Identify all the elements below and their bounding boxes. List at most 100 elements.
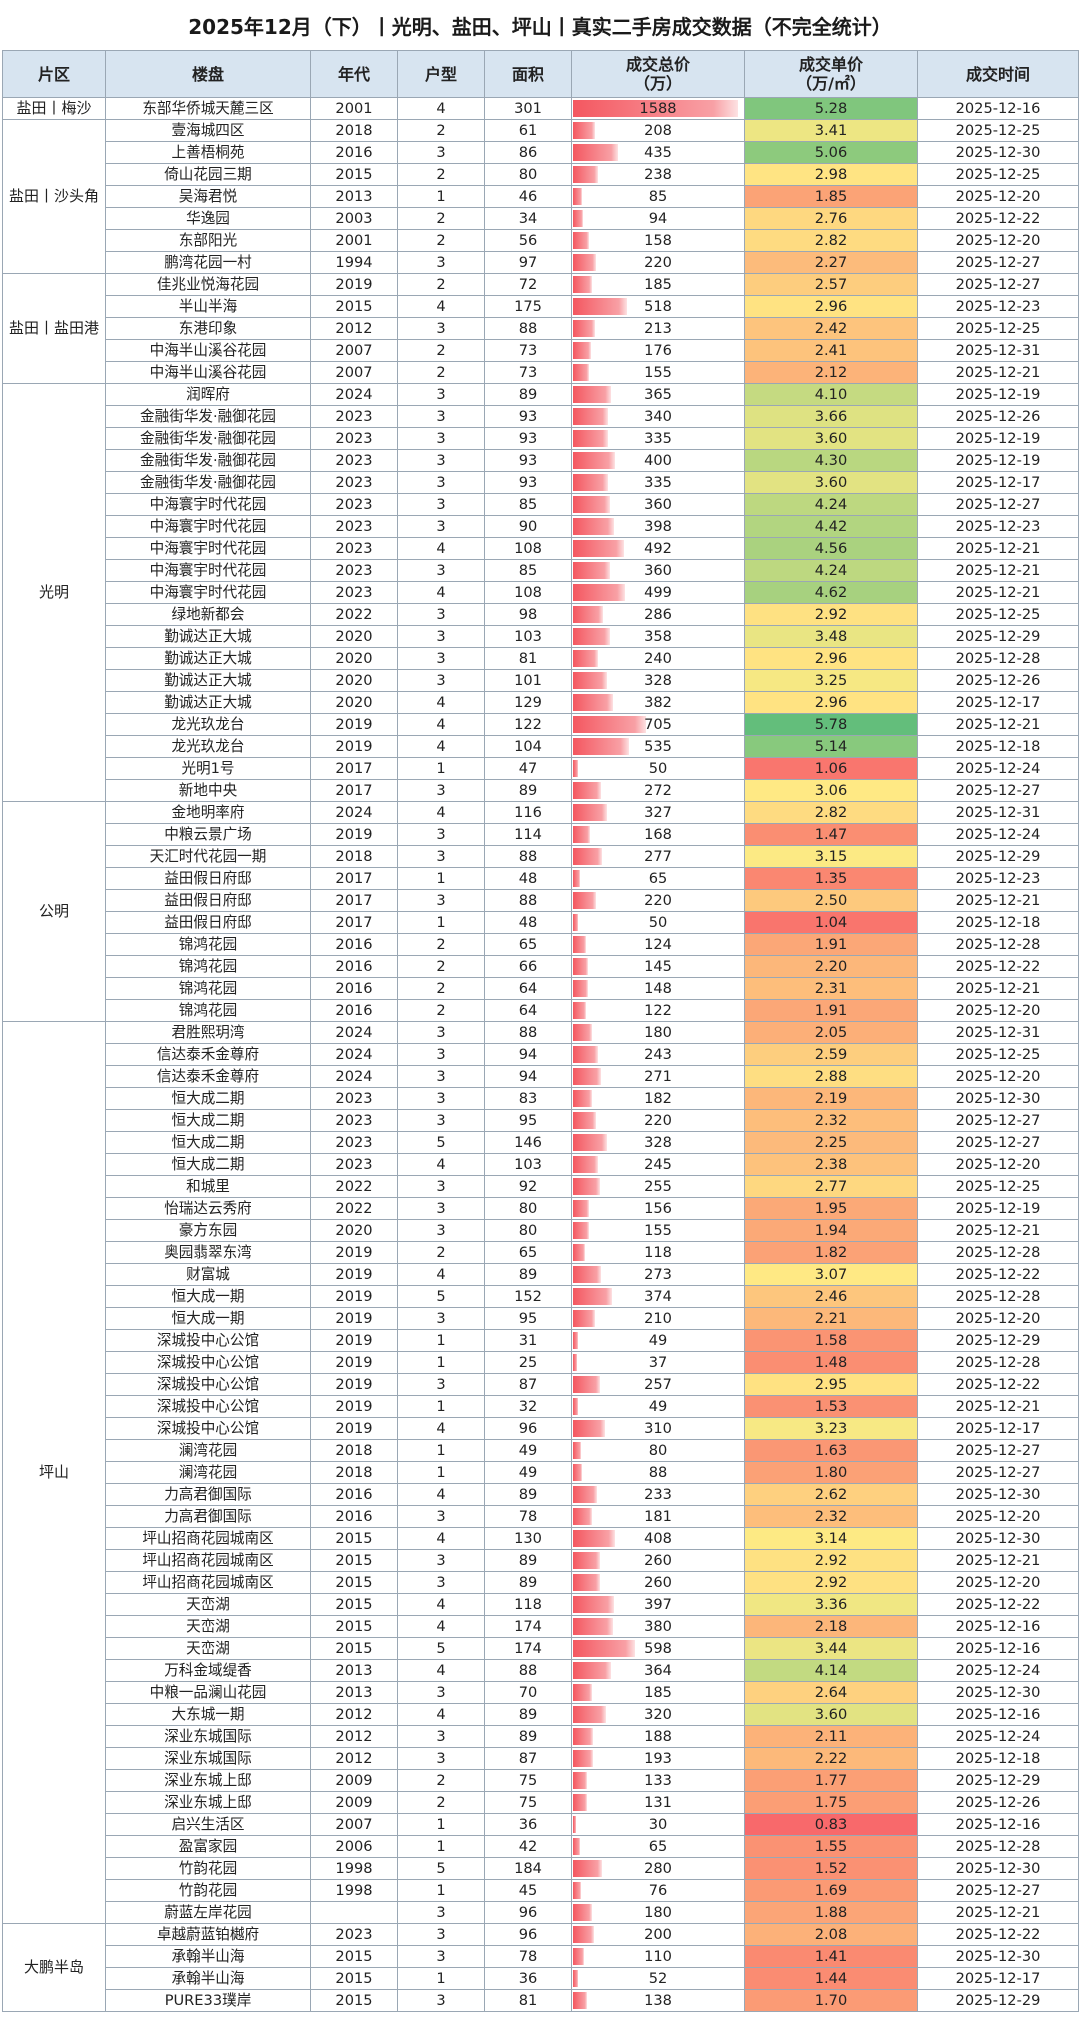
table-row: 盐田丨沙头角 壹海城四区 2018 2 61 208 3.41 2025-12-25 <box>2 119 1079 274</box>
estate-cell: 恒大成一期 <box>105 1285 311 1308</box>
area-cell: 85 <box>484 493 572 516</box>
unit-price-cell: 1.55 <box>744 1835 918 1858</box>
date-cell: 2025-12-21 <box>917 537 1079 560</box>
date-cell: 2025-12-17 <box>917 691 1079 714</box>
table-row: 深城投中心公馆 2019 1 31 49 1.58 2025-12-29 <box>3 1329 1079 1352</box>
area-cell: 88 <box>484 317 572 340</box>
unit-price-cell: 2.22 <box>744 1747 918 1770</box>
date-cell: 2025-12-25 <box>917 1175 1079 1198</box>
header-total-unit: （万） <box>633 74 682 93</box>
table-row: 勤诚达正大城 2020 3 103 358 3.48 2025-12-29 <box>3 625 1079 648</box>
total-price-value: 52 <box>648 1970 668 1987</box>
date-cell: 2025-12-24 <box>917 1725 1079 1748</box>
year-cell: 2015 <box>310 163 398 186</box>
unit-price-cell: 1.77 <box>744 1769 918 1792</box>
date-cell: 2025-12-28 <box>917 1285 1079 1308</box>
total-price-bar <box>573 804 607 821</box>
total-price-cell: 598 <box>571 1637 745 1660</box>
table-row: 天峦湖 2015 5 174 598 3.44 2025-12-16 <box>3 1637 1079 1660</box>
total-price-cell: 65 <box>571 867 745 890</box>
total-price-value: 148 <box>644 980 672 997</box>
total-price-bar <box>573 562 611 579</box>
date-cell: 2025-12-21 <box>917 361 1079 384</box>
date-cell: 2025-12-21 <box>917 559 1079 582</box>
unit-price-cell: 3.36 <box>744 1593 918 1616</box>
year-cell: 2023 <box>310 471 398 494</box>
unit-price-cell: 1.44 <box>744 1967 918 1990</box>
total-price-cell: 320 <box>571 1703 745 1726</box>
total-price-bar <box>573 1200 590 1217</box>
area-cell: 174 <box>484 1637 572 1660</box>
layout-cell: 2 <box>397 1241 485 1264</box>
area-cell: 101 <box>484 669 572 692</box>
layout-cell: 2 <box>397 1791 485 1814</box>
year-cell: 2019 <box>310 1241 398 1264</box>
layout-cell: 3 <box>397 1065 485 1088</box>
area-cell: 34 <box>484 207 572 230</box>
total-price-cell: 340 <box>571 405 745 428</box>
table-row: 中海寰宇时代花园 2023 3 85 360 4.24 2025-12-21 <box>3 559 1079 582</box>
table-row: PURE33璞岸 2015 3 81 138 1.70 2025-12-29 <box>3 1989 1079 2012</box>
area-cell: 70 <box>484 1681 572 1704</box>
year-cell: 2024 <box>310 1021 398 1044</box>
layout-cell: 2 <box>397 229 485 252</box>
total-price-cell: 155 <box>571 361 745 384</box>
date-cell: 2025-12-30 <box>917 1483 1079 1506</box>
year-cell: 2018 <box>310 1439 398 1462</box>
date-cell: 2025-12-28 <box>917 933 1079 956</box>
table-row: 万科金域缇香 2013 4 88 364 4.14 2025-12-24 <box>3 1659 1079 1682</box>
layout-cell: 3 <box>397 1373 485 1396</box>
unit-price-cell: 2.42 <box>744 317 918 340</box>
total-price-cell: 94 <box>571 207 745 230</box>
table-row: 深业东城国际 2012 3 87 193 2.22 2025-12-18 <box>3 1747 1079 1770</box>
year-cell: 2020 <box>310 691 398 714</box>
estate-cell: 润晖府 <box>105 383 311 406</box>
total-price-value: 398 <box>644 518 672 535</box>
area-cell: 184 <box>484 1857 572 1880</box>
date-cell: 2025-12-27 <box>917 493 1079 516</box>
area-cell: 174 <box>484 1615 572 1638</box>
total-price-cell: 364 <box>571 1659 745 1682</box>
area-cell: 75 <box>484 1769 572 1792</box>
total-price-bar <box>573 1002 586 1019</box>
total-price-cell: 435 <box>571 141 745 164</box>
year-cell: 2024 <box>310 1043 398 1066</box>
total-price-bar <box>573 1992 588 2009</box>
area-cell: 66 <box>484 955 572 978</box>
area-cell: 47 <box>484 757 572 780</box>
area-cell: 152 <box>484 1285 572 1308</box>
total-price-cell: 76 <box>571 1879 745 1902</box>
unit-price-cell: 4.42 <box>744 515 918 538</box>
unit-price-cell: 2.18 <box>744 1615 918 1638</box>
estate-cell: 益田假日府邸 <box>105 889 311 912</box>
area-cell: 81 <box>484 647 572 670</box>
layout-cell: 3 <box>397 1505 485 1528</box>
date-cell: 2025-12-25 <box>917 1043 1079 1066</box>
district-cell: 坪山 <box>2 1021 106 1924</box>
layout-cell: 3 <box>397 889 485 912</box>
unit-price-cell: 2.57 <box>744 273 918 296</box>
unit-price-cell: 1.95 <box>744 1197 918 1220</box>
table-row: 中粮一品澜山花园 2013 3 70 185 2.64 2025-12-30 <box>3 1681 1079 1704</box>
total-price-bar <box>573 144 619 161</box>
header-date: 成交时间 <box>917 50 1079 98</box>
unit-price-cell: 3.25 <box>744 669 918 692</box>
layout-cell: 4 <box>397 1527 485 1550</box>
layout-cell: 4 <box>397 735 485 758</box>
unit-price-cell: 1.58 <box>744 1329 918 1352</box>
total-price-bar <box>573 1948 585 1965</box>
header-row: 片区 楼盘 年代 户型 面积 成交总价 （万） 成交单价 （万/㎡） 成交时间 <box>2 50 1079 98</box>
total-price-bar <box>573 1310 595 1327</box>
total-price-bar <box>573 408 609 425</box>
total-price-cell: 176 <box>571 339 745 362</box>
area-cell: 36 <box>484 1967 572 1990</box>
year-cell: 1994 <box>310 251 398 274</box>
unit-price-cell: 2.96 <box>744 691 918 714</box>
area-cell: 88 <box>484 1021 572 1044</box>
unit-price-cell: 2.05 <box>744 1021 918 1044</box>
unit-price-cell: 1.53 <box>744 1395 918 1418</box>
year-cell: 2017 <box>310 867 398 890</box>
unit-price-cell: 1.75 <box>744 1791 918 1814</box>
year-cell: 2024 <box>310 801 398 824</box>
layout-cell: 3 <box>397 1989 485 2012</box>
